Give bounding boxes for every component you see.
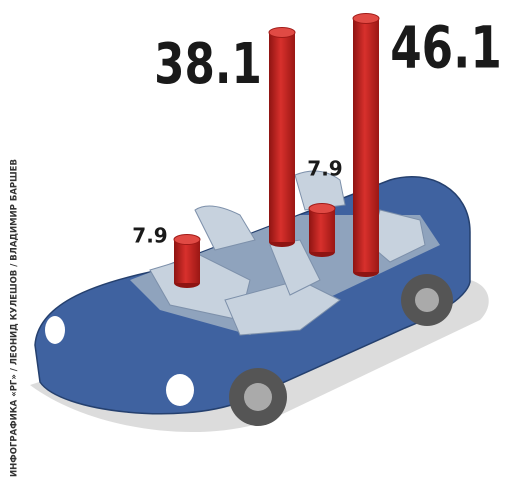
value-label: 7.9 [132,224,167,248]
bar-top [173,234,201,246]
bar [352,12,380,277]
hubcap [415,288,439,312]
headlight [45,316,65,344]
bar-body [269,32,295,243]
bar [268,26,296,247]
bar-body [309,208,335,252]
value-label: 38.1 [154,31,262,97]
bar-body [174,239,200,283]
seat [294,170,346,211]
bar [173,234,201,288]
bar-top [352,12,380,24]
bar [308,203,336,257]
value-label: 7.9 [307,157,342,181]
hubcap [244,383,272,411]
value-label: 46.1 [390,15,502,82]
credit: ИНФОГРАФИКА «РГ» / ЛЕОНИД КУЛЕШОВ / ВЛАД… [10,159,20,477]
headlight [166,374,194,406]
seat [194,205,256,251]
bar-body [353,18,379,273]
bar-top [308,203,336,215]
bar-top [268,26,296,38]
